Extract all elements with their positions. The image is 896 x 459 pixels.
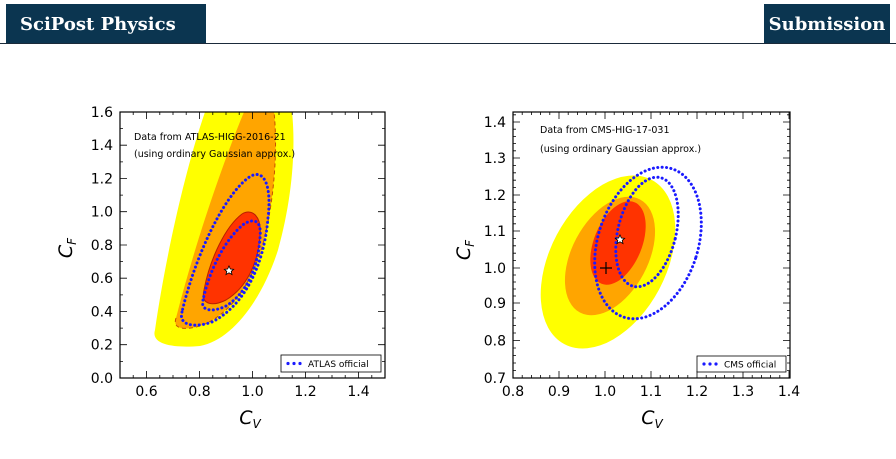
x-tick-label: 1.4 [778, 384, 800, 400]
atlas-official-2sigma [179, 173, 271, 327]
submission-badge: Submission [764, 4, 890, 44]
cms-annotation-line1: Data from CMS-HIG-17-031 [540, 125, 670, 136]
atlas-official-contours [179, 173, 271, 327]
x-tick-label: 1.3 [732, 384, 754, 400]
cms-contours [540, 175, 676, 349]
y-tick-label: 1.6 [91, 105, 113, 121]
x-tick-label: 1.1 [640, 384, 662, 400]
y-tick-label: 1.4 [91, 138, 113, 154]
atlas-legend: ATLAS official [280, 354, 382, 373]
x-tick-label: 0.8 [188, 384, 210, 400]
atlas-contour-2sigma [175, 112, 276, 329]
y-tick-label: 0.0 [91, 371, 113, 387]
atlas-contour-1sigma [202, 211, 261, 305]
submission-label: Submission [768, 13, 886, 35]
atlas-y-tick-labels: 0.0 0.2 0.4 0.6 0.8 1.0 1.2 1.4 1.6 [91, 105, 113, 387]
cms-sm-point-marker [600, 262, 612, 274]
legend-marker [298, 361, 302, 366]
y-tick-label: 1.2 [484, 188, 506, 204]
y-tick-label: 0.2 [91, 338, 113, 354]
journal-badge: SciPost Physics [6, 4, 206, 44]
atlas-x-axis-label: CV [239, 407, 261, 431]
legend-marker [714, 362, 718, 366]
legend-marker [702, 362, 706, 366]
cms-legend-label: CMS official [724, 361, 776, 371]
y-tick-label: 0.6 [91, 271, 113, 287]
cms-plot: 0.8 0.9 1.0 1.1 1.2 1.3 1.4 0.7 0.8 0.9 … [453, 111, 800, 431]
cms-official-contours [593, 165, 703, 321]
y-tick-label: 1.1 [484, 224, 506, 240]
atlas-annotation-line1: Data from ATLAS-HIGG-2016-21 [134, 132, 286, 143]
atlas-y-axis-label: CF [55, 237, 79, 258]
cms-y-axis-label: CF [453, 239, 477, 260]
y-tick-label: 1.0 [484, 261, 506, 277]
y-tick-label: 1.3 [484, 151, 506, 167]
legend-marker [292, 361, 296, 366]
y-tick-label: 1.0 [91, 205, 113, 221]
cms-plot-frame [512, 111, 791, 379]
atlas-x-tick-labels: 0.6 0.8 1.0 1.2 1.4 [135, 384, 369, 400]
x-tick-label: 1.0 [594, 384, 616, 400]
cms-x-axis-label: CV [641, 407, 663, 431]
header-rule [0, 43, 896, 44]
cms-legend: CMS official [696, 355, 787, 373]
cms-official-2sigma [593, 165, 703, 321]
x-tick-label: 1.0 [241, 384, 263, 400]
legend-marker [708, 362, 712, 366]
cms-ticks [512, 112, 790, 379]
x-tick-label: 1.4 [347, 384, 369, 400]
x-tick-label: 1.2 [686, 384, 708, 400]
atlas-official-1sigma [201, 219, 262, 312]
y-tick-label: 1.2 [91, 172, 113, 188]
cms-official-1sigma [614, 175, 680, 289]
atlas-contours [154, 112, 294, 347]
cms-legend-box [696, 355, 787, 373]
y-tick-label: 0.8 [91, 238, 113, 254]
cms-x-tick-labels: 0.8 0.9 1.0 1.1 1.2 1.3 1.4 [502, 384, 800, 400]
cms-y-tick-labels: 0.7 0.8 0.9 1.0 1.1 1.2 1.3 1.4 [484, 115, 506, 387]
x-tick-label: 0.6 [135, 384, 157, 400]
cms-annotation-line2: (using ordinary Gaussian approx.) [540, 144, 701, 155]
journal-name: SciPost Physics [20, 13, 176, 35]
atlas-annotation-line2: (using ordinary Gaussian approx.) [134, 149, 295, 160]
y-tick-label: 1.4 [484, 115, 506, 131]
x-tick-label: 0.8 [502, 384, 524, 400]
y-tick-label: 0.4 [91, 305, 113, 321]
atlas-ticks [120, 111, 385, 379]
y-tick-label: 0.9 [484, 296, 506, 312]
cms-best-fit-marker [614, 234, 626, 245]
atlas-legend-box [280, 354, 382, 373]
x-tick-label: 0.9 [548, 384, 570, 400]
atlas-legend-label: ATLAS official [308, 360, 369, 370]
atlas-plot: 0.6 0.8 1.0 1.2 1.4 0.0 0.2 0.4 0.6 0.8 … [55, 105, 386, 431]
x-tick-label: 1.2 [294, 384, 316, 400]
atlas-best-fit-marker [223, 265, 235, 276]
y-tick-label: 0.7 [484, 371, 506, 387]
y-tick-label: 0.8 [484, 334, 506, 350]
legend-marker [286, 361, 290, 366]
